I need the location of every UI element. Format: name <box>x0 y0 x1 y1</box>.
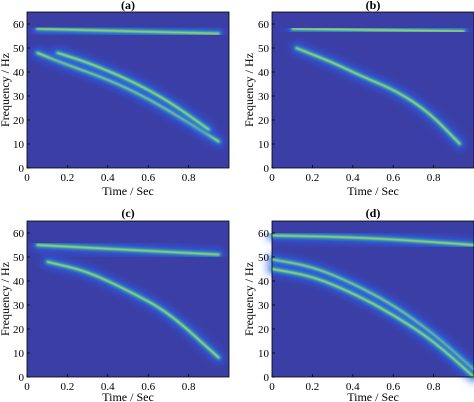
panel-b-xticks: 0 0.2 0.4 0.6 0.8 <box>269 165 441 184</box>
panel-a-xlabel: Time / Sec <box>102 184 154 198</box>
panel-a-title: (a) <box>121 0 135 12</box>
xtick-label: 0.2 <box>306 172 320 184</box>
panel-a-yticks: 0 10 20 30 40 50 60 <box>13 19 30 175</box>
ytick-label: 20 <box>13 115 25 127</box>
panel-c-ridges <box>31 239 225 364</box>
xtick-label: 0.4 <box>346 381 360 393</box>
xtick-label: 0.8 <box>427 172 441 184</box>
panel-c-xticks: 0 0.2 0.4 0.6 0.8 <box>24 374 196 393</box>
panel-a-frame <box>26 11 230 169</box>
panel-a-component-2-ridge <box>36 52 220 143</box>
ytick-label: 40 <box>258 67 270 79</box>
ytick-label: 0 <box>264 372 270 384</box>
panel-a-ridges <box>31 23 225 148</box>
panel-a: (a) 0 0.2 0.4 0.6 0.8 0 10 20 30 40 50 60 Time / S… <box>0 0 230 198</box>
xtick-label: 0.4 <box>101 172 115 184</box>
xtick-label: 0 <box>24 172 30 184</box>
panel-c-frame <box>26 220 230 378</box>
panel-d-component-3-ridge <box>271 268 474 378</box>
panel-d-frame <box>271 220 474 378</box>
xtick-label: 0.8 <box>182 172 196 184</box>
panel-c-xlabel: Time / Sec <box>102 390 154 402</box>
ytick-label: 10 <box>258 348 270 360</box>
xtick-label: 0.8 <box>427 381 441 393</box>
ytick-label: 10 <box>13 139 25 151</box>
ytick-label: 60 <box>13 228 25 240</box>
ytick-label: 20 <box>13 324 25 336</box>
ytick-label: 30 <box>258 91 270 103</box>
panel-c-yticks: 0 10 20 30 40 50 60 <box>13 228 30 384</box>
xtick-label: 0.6 <box>386 381 400 393</box>
xtick-label: 0.6 <box>386 172 400 184</box>
panel-c-title: (c) <box>121 206 134 220</box>
ytick-label: 60 <box>258 19 270 31</box>
panel-d-title: (d) <box>366 206 381 220</box>
panel-c-ylabel: Frequency / Hz <box>0 262 12 336</box>
xtick-label: 0.8 <box>182 381 196 393</box>
panel-b-ylabel: Frequency / Hz <box>242 53 256 127</box>
panel-a-component-1-ridge <box>36 28 220 35</box>
panel-b-title: (b) <box>366 0 381 12</box>
xtick-label: 0 <box>269 381 275 393</box>
panel-c: (c) 0 0.2 0.4 0.6 0.8 0 10 20 30 40 50 60 Time / S… <box>0 206 230 402</box>
ytick-label: 0 <box>19 163 25 175</box>
ytick-label: 50 <box>258 252 270 264</box>
panel-b-xlabel: Time / Sec <box>347 184 399 198</box>
ytick-label: 30 <box>13 300 25 312</box>
ytick-label: 50 <box>13 43 25 55</box>
panel-c-component-1-ridge <box>36 244 220 256</box>
xtick-label: 0.6 <box>141 172 155 184</box>
panel-b-component-2-ridge <box>295 47 461 145</box>
ytick-label: 50 <box>13 252 25 264</box>
ytick-label: 20 <box>258 324 270 336</box>
panel-d-xlabel: Time / Sec <box>347 390 399 402</box>
xtick-label: 0 <box>24 381 30 393</box>
panel-b-ridges <box>286 23 470 150</box>
ytick-label: 20 <box>258 115 270 127</box>
ytick-label: 0 <box>264 163 270 175</box>
xtick-label: 0.4 <box>101 381 115 393</box>
panel-a-xticks: 0 0.2 0.4 0.6 0.8 <box>24 165 196 184</box>
panel-d-yticks: 0 10 20 30 40 50 60 <box>258 228 275 384</box>
xtick-label: 0.4 <box>346 172 360 184</box>
ytick-label: 10 <box>258 139 270 151</box>
panel-a-ylabel: Frequency / Hz <box>0 53 12 127</box>
panel-b-component-1-ridge <box>291 28 465 32</box>
ytick-label: 60 <box>13 19 25 31</box>
panel-c-component-2-ridge <box>46 261 220 359</box>
panel-d-xticks: 0 0.2 0.4 0.6 0.8 <box>269 374 441 393</box>
xtick-label: 0.2 <box>306 381 320 393</box>
xtick-label: 0 <box>269 172 275 184</box>
ytick-label: 40 <box>13 67 25 79</box>
xtick-label: 0.2 <box>61 172 75 184</box>
xtick-label: 0.2 <box>61 381 75 393</box>
xtick-label: 0.6 <box>141 381 155 393</box>
panel-d-component-1-ridge <box>271 234 474 246</box>
panel-b: (b) 0 0.2 0.4 0.6 0.8 0 10 20 30 40 50 60 Time / S… <box>242 0 474 198</box>
panel-b-background <box>272 12 474 168</box>
panel-d-ridges <box>266 229 474 383</box>
ytick-label: 60 <box>258 228 270 240</box>
ytick-label: 40 <box>258 276 270 288</box>
panel-d-ylabel: Frequency / Hz <box>242 262 256 336</box>
ytick-label: 40 <box>13 276 25 288</box>
ytick-label: 30 <box>13 91 25 103</box>
ytick-label: 10 <box>13 348 25 360</box>
panel-b-yticks: 0 10 20 30 40 50 60 <box>258 19 275 175</box>
panel-d-component-2-ridge <box>271 258 474 371</box>
ytick-label: 30 <box>258 300 270 312</box>
panel-d: (d) 0 0.2 0.4 0.6 0.8 0 10 20 30 40 50 60 Time / S… <box>242 206 474 402</box>
ytick-label: 50 <box>258 43 270 55</box>
ytick-label: 0 <box>19 372 25 384</box>
panel-b-frame <box>271 11 474 169</box>
panel-a-component-3-ridge <box>56 52 210 131</box>
